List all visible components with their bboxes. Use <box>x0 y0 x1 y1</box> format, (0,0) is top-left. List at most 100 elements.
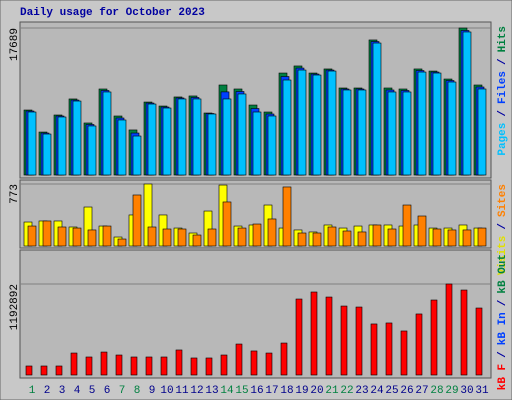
legend-entry: Sites <box>497 184 509 217</box>
bar <box>192 98 202 176</box>
legend-entry: kB F <box>497 364 509 390</box>
bar <box>342 230 352 247</box>
bar <box>297 232 307 247</box>
bar <box>477 88 487 176</box>
x-tick-label: 10 <box>160 385 173 397</box>
y-max-label: 773 <box>9 184 21 204</box>
legend-entry: / <box>497 110 509 117</box>
bar <box>25 365 33 376</box>
bar <box>27 111 37 176</box>
bar <box>462 229 472 247</box>
x-tick-label: 27 <box>415 385 428 397</box>
bar <box>147 103 157 176</box>
bar <box>282 79 292 176</box>
bar <box>57 226 67 247</box>
y-max-label: 17689 <box>9 28 21 61</box>
x-tick-label: 24 <box>370 385 384 397</box>
bar <box>385 322 393 376</box>
x-tick-label: 16 <box>250 385 263 397</box>
bar <box>342 89 352 176</box>
legend-entry: kB In <box>497 312 509 345</box>
bar <box>372 224 382 247</box>
bar <box>85 356 93 376</box>
bar <box>267 115 277 176</box>
legend-entry: / <box>497 223 509 230</box>
bar <box>417 215 427 247</box>
bar <box>160 356 168 376</box>
bar <box>460 289 468 376</box>
bar <box>177 228 187 247</box>
x-tick-label: 4 <box>74 385 81 397</box>
legend: Visits / Sites <box>497 184 509 275</box>
bar <box>145 356 153 376</box>
bar <box>327 70 337 176</box>
bar <box>100 351 108 376</box>
bar <box>327 226 337 247</box>
x-tick-label: 31 <box>475 385 489 397</box>
bar <box>117 119 127 176</box>
x-tick-label: 11 <box>175 385 189 397</box>
bar <box>237 227 247 247</box>
bar <box>267 218 277 247</box>
bar <box>237 93 247 176</box>
bar <box>265 352 273 376</box>
bar <box>477 227 487 247</box>
bar <box>27 225 37 247</box>
bar <box>432 228 442 247</box>
bar <box>102 225 112 247</box>
bar <box>370 323 378 376</box>
bar <box>387 91 397 176</box>
bar <box>357 231 367 247</box>
bar <box>387 228 397 247</box>
bar <box>87 229 97 247</box>
x-tick-label: 2 <box>44 385 51 397</box>
bar <box>340 305 348 376</box>
x-tick-label: 1 <box>29 385 36 397</box>
bar <box>282 186 292 247</box>
bar <box>130 356 138 376</box>
x-tick-label: 20 <box>310 385 323 397</box>
bar <box>235 343 243 376</box>
bar <box>430 299 438 376</box>
x-tick-label: 28 <box>430 385 443 397</box>
bar <box>310 291 318 376</box>
legend-entry: Pages <box>497 123 509 156</box>
bar <box>205 357 213 376</box>
legend: Pages / Files / Hits <box>497 26 509 156</box>
bar <box>415 313 423 376</box>
x-tick-label: 21 <box>325 385 339 397</box>
bar <box>117 238 127 247</box>
bar <box>190 357 198 376</box>
x-tick-label: 29 <box>445 385 458 397</box>
bar <box>162 107 172 176</box>
bar <box>72 100 82 176</box>
legend: kB F / kB In / kB Out <box>497 254 509 390</box>
bar <box>42 220 52 247</box>
bar <box>72 227 82 247</box>
legend-entry: / <box>497 58 509 65</box>
bar <box>132 135 142 176</box>
bar <box>132 194 142 247</box>
x-tick-label: 6 <box>104 385 111 397</box>
legend-entry: Visits <box>497 236 509 276</box>
bar <box>402 204 412 247</box>
bar <box>162 228 172 247</box>
bar <box>57 116 67 176</box>
x-tick-label: 25 <box>385 385 398 397</box>
x-tick-label: 18 <box>280 385 293 397</box>
bar <box>207 113 217 176</box>
legend-entry: Files <box>497 71 509 104</box>
bar <box>400 330 408 376</box>
bar <box>222 98 232 176</box>
bar <box>55 365 63 376</box>
bar <box>102 91 112 176</box>
bar <box>357 89 367 176</box>
x-tick-label: 13 <box>205 385 218 397</box>
bar <box>192 234 202 247</box>
bar <box>447 81 457 176</box>
bar <box>280 342 288 376</box>
bar <box>475 307 483 376</box>
x-tick-label: 26 <box>400 385 413 397</box>
bar <box>355 306 363 376</box>
